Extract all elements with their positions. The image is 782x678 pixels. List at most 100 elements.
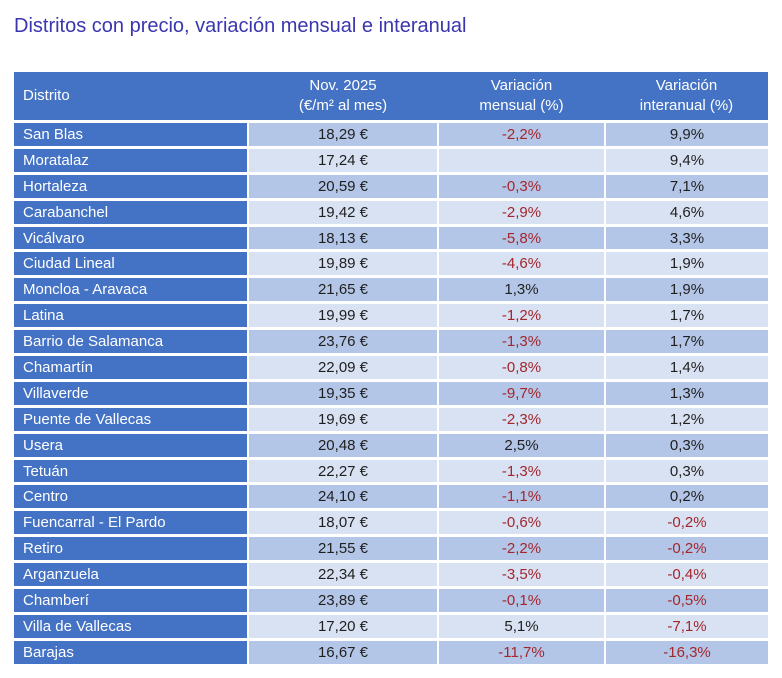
price-cell: 24,10 € (247, 482, 438, 510)
table-row: Arganzuela 22,34 € -3,5% -0,4% (14, 560, 768, 588)
table-row: Moncloa - Aravaca 21,65 € 1,3% 1,9% (14, 275, 768, 303)
col-header-price: Nov. 2025 (€/m² al mes) (248, 72, 438, 122)
district-cell: Puente de Vallecas (14, 404, 248, 433)
table-row: Chamartín 22,09 € -0,8% 1,4% (14, 353, 768, 381)
monthly-variation-cell: -5,8% (437, 223, 605, 251)
table-row: Puente de Vallecas 19,69 € -2,3% 1,2% (14, 404, 768, 433)
price-cell: 23,89 € (247, 586, 438, 614)
table-row: San Blas 18,29 € -2,2% 9,9% (14, 120, 768, 148)
yearly-variation-cell: 1,9% (604, 275, 768, 303)
table-row: Retiro 21,55 € -2,2% -0,2% (14, 534, 768, 562)
price-cell: 19,89 € (247, 249, 438, 277)
price-cell: 18,29 € (247, 120, 438, 148)
monthly-variation-cell: -0,3% (437, 171, 605, 200)
price-cell: 19,99 € (247, 301, 438, 329)
price-cell: 19,69 € (247, 404, 438, 433)
monthly-variation-cell: -2,2% (437, 120, 605, 148)
price-cell: 21,55 € (247, 534, 438, 562)
district-cell: Usera (14, 430, 248, 459)
monthly-variation-cell: 1,3% (437, 275, 605, 303)
districts-table: Distrito Nov. 2025 (€/m² al mes) Variaci… (14, 72, 768, 664)
table-header: Distrito Nov. 2025 (€/m² al mes) Variaci… (14, 72, 768, 122)
price-cell: 19,42 € (247, 197, 438, 226)
price-cell: 22,09 € (247, 353, 438, 381)
price-cell: 18,13 € (247, 223, 438, 251)
monthly-variation-cell: -9,7% (437, 378, 605, 407)
yearly-variation-cell: 9,4% (604, 145, 768, 174)
table-row: Villaverde 19,35 € -9,7% 1,3% (14, 378, 768, 407)
yearly-variation-cell: 9,9% (604, 120, 768, 148)
price-cell: 23,76 € (247, 327, 438, 355)
table-header-row: Distrito Nov. 2025 (€/m² al mes) Variaci… (14, 72, 768, 122)
yearly-variation-cell: 1,7% (604, 301, 768, 329)
price-cell: 16,67 € (247, 637, 438, 664)
monthly-variation-cell: -0,6% (437, 508, 605, 536)
table-body: San Blas 18,29 € -2,2% 9,9% Moratalaz 17… (14, 120, 768, 664)
yearly-variation-cell: 4,6% (604, 197, 768, 226)
table-row: Hortaleza 20,59 € -0,3% 7,1% (14, 171, 768, 200)
yearly-variation-cell: -0,2% (604, 508, 768, 536)
table-row: Usera 20,48 € 2,5% 0,3% (14, 430, 768, 459)
page-title: Distritos con precio, variación mensual … (14, 15, 467, 37)
monthly-variation-cell: -0,8% (437, 353, 605, 381)
monthly-variation-cell: -1,3% (437, 456, 605, 484)
col-header-monthly-variation: Variación mensual (%) (438, 72, 605, 122)
yearly-variation-cell: 0,3% (604, 456, 768, 484)
yearly-variation-cell: 1,3% (604, 378, 768, 407)
monthly-variation-cell: -1,2% (437, 301, 605, 329)
monthly-variation-cell: -4,6% (437, 249, 605, 277)
monthly-variation-cell (437, 145, 605, 174)
yearly-variation-cell: 7,1% (604, 171, 768, 200)
monthly-variation-cell: -3,5% (437, 560, 605, 588)
yearly-variation-cell: -0,5% (604, 586, 768, 614)
yearly-variation-cell: -0,2% (604, 534, 768, 562)
yearly-variation-cell: -7,1% (604, 611, 768, 640)
monthly-variation-cell: -1,1% (437, 482, 605, 510)
district-cell: Latina (14, 301, 248, 329)
monthly-variation-cell: -11,7% (437, 637, 605, 664)
district-cell: Fuencarral - El Pardo (14, 508, 248, 536)
price-cell: 18,07 € (247, 508, 438, 536)
district-cell: Arganzuela (14, 560, 248, 588)
district-cell: Barrio de Salamanca (14, 327, 248, 355)
monthly-variation-cell: -0,1% (437, 586, 605, 614)
yearly-variation-cell: -0,4% (604, 560, 768, 588)
monthly-variation-cell: -1,3% (437, 327, 605, 355)
table-row: Barrio de Salamanca 23,76 € -1,3% 1,7% (14, 327, 768, 355)
price-cell: 19,35 € (247, 378, 438, 407)
yearly-variation-cell: 0,2% (604, 482, 768, 510)
price-cell: 17,24 € (247, 145, 438, 174)
district-cell: Centro (14, 482, 248, 510)
col-header-district: Distrito (14, 72, 248, 122)
yearly-variation-cell: 0,3% (604, 430, 768, 459)
district-cell: Retiro (14, 534, 248, 562)
district-cell: Vicálvaro (14, 223, 248, 251)
yearly-variation-cell: 1,2% (604, 404, 768, 433)
district-cell: Moratalaz (14, 145, 248, 174)
price-cell: 20,48 € (247, 430, 438, 459)
table-row: Villa de Vallecas 17,20 € 5,1% -7,1% (14, 611, 768, 640)
yearly-variation-cell: 1,4% (604, 353, 768, 381)
price-cell: 17,20 € (247, 611, 438, 640)
district-cell: San Blas (14, 120, 248, 148)
table-row: Ciudad Lineal 19,89 € -4,6% 1,9% (14, 249, 768, 277)
district-cell: Moncloa - Aravaca (14, 275, 248, 303)
district-cell: Chamartín (14, 353, 248, 381)
monthly-variation-cell: -2,2% (437, 534, 605, 562)
price-cell: 22,27 € (247, 456, 438, 484)
table-row: Barajas 16,67 € -11,7% -16,3% (14, 637, 768, 664)
monthly-variation-cell: 5,1% (437, 611, 605, 640)
table-row: Latina 19,99 € -1,2% 1,7% (14, 301, 768, 329)
table-row: Centro 24,10 € -1,1% 0,2% (14, 482, 768, 510)
price-cell: 21,65 € (247, 275, 438, 303)
yearly-variation-cell: -16,3% (604, 637, 768, 664)
district-cell: Carabanchel (14, 197, 248, 226)
district-cell: Chamberí (14, 586, 248, 614)
yearly-variation-cell: 1,7% (604, 327, 768, 355)
monthly-variation-cell: -2,9% (437, 197, 605, 226)
yearly-variation-cell: 1,9% (604, 249, 768, 277)
table-row: Tetuán 22,27 € -1,3% 0,3% (14, 456, 768, 484)
price-cell: 22,34 € (247, 560, 438, 588)
price-cell: 20,59 € (247, 171, 438, 200)
